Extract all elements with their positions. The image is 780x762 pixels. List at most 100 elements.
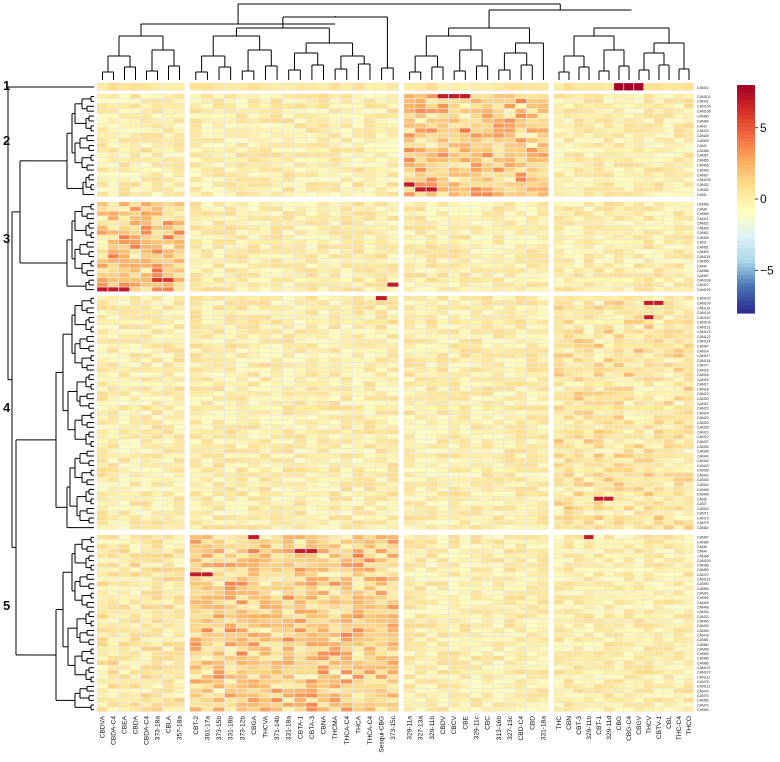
heatmap-cell (213, 128, 225, 133)
heatmap-cell (317, 324, 329, 330)
heatmap-cell (537, 377, 549, 382)
heatmap-cell (403, 314, 415, 320)
heatmap-cell (623, 133, 634, 138)
heatmap-cell (340, 220, 353, 226)
heatmap-cell (352, 486, 364, 492)
heatmap-cell (129, 108, 141, 114)
heatmap-cell (107, 220, 119, 226)
heatmap-cell (683, 201, 694, 207)
heatmap-cell (189, 220, 202, 226)
heatmap-cell (653, 225, 664, 231)
heatmap-cell (623, 467, 634, 473)
heatmap-cell (526, 187, 538, 192)
heatmap-cell (352, 211, 364, 216)
heatmap-cell (448, 211, 460, 216)
heatmap-cell (663, 300, 674, 306)
heatmap-cell (271, 82, 283, 91)
heatmap-cell (415, 467, 426, 473)
heatmap-cell (403, 429, 415, 435)
heatmap-cell (663, 377, 674, 382)
heatmap-cell (271, 434, 283, 439)
heatmap-cell (140, 353, 152, 358)
heatmap-cell (305, 133, 318, 138)
heatmap-cell (481, 482, 493, 487)
heatmap-cell (364, 268, 376, 273)
heatmap-cell (643, 334, 654, 339)
heatmap-cell (573, 367, 584, 373)
heatmap-cell (140, 463, 152, 468)
heatmap-cell (387, 244, 399, 249)
heatmap-cell (329, 216, 341, 221)
heatmap-cell (118, 162, 130, 168)
heatmap-cell (189, 182, 202, 187)
heatmap-cell (633, 295, 644, 301)
heatmap-cell (317, 377, 329, 382)
heatmap-cell (224, 496, 237, 501)
heatmap-cell (526, 82, 538, 91)
heatmap-cell (643, 277, 654, 283)
heatmap-cell (437, 201, 449, 207)
heatmap-cell (504, 216, 516, 221)
heatmap-cell (118, 319, 130, 325)
heatmap-cell (563, 443, 574, 449)
heatmap-cell (663, 177, 674, 182)
heatmap-cell (553, 230, 564, 235)
heatmap-cell (633, 147, 644, 153)
heatmap-cell (613, 191, 624, 197)
heatmap-cell (189, 201, 202, 207)
heatmap-cell (329, 314, 341, 320)
heatmap-cell (553, 367, 564, 373)
heatmap-cell (448, 314, 460, 320)
heatmap-cell (259, 458, 271, 463)
heatmap-cell (129, 216, 141, 221)
heatmap-cell (515, 244, 527, 249)
heatmap-cell (448, 123, 460, 128)
heatmap-cell (259, 343, 271, 349)
heatmap-cell (448, 400, 460, 406)
heatmap-cell (623, 244, 634, 249)
heatmap-cell (224, 415, 237, 420)
heatmap-cell (173, 491, 185, 497)
heatmap-cell (526, 343, 538, 349)
heatmap-cell (140, 305, 152, 310)
heatmap-cell (673, 162, 684, 168)
heatmap-cell (481, 216, 493, 221)
heatmap-cell (573, 230, 584, 235)
heatmap-cell (563, 467, 574, 473)
heatmap-cell (329, 472, 341, 478)
heatmap-cell (493, 239, 505, 245)
heatmap-cell (201, 287, 213, 292)
heatmap-cell (415, 249, 426, 254)
heatmap-cell (603, 220, 614, 226)
heatmap-cell (305, 486, 318, 492)
heatmap-cell (247, 396, 260, 401)
heatmap-cell (236, 172, 248, 178)
heatmap-cell (282, 310, 295, 315)
heatmap-cell (107, 167, 119, 173)
heatmap-cell (247, 142, 260, 148)
heatmap-cell (573, 268, 584, 273)
heatmap-cell (426, 128, 438, 133)
heatmap-cell (603, 235, 614, 240)
heatmap-cell (259, 108, 271, 114)
heatmap-cell (481, 391, 493, 396)
heatmap-cell (563, 477, 574, 482)
heatmap-cell (129, 420, 141, 425)
heatmap-cell (623, 396, 634, 401)
heatmap-cell (329, 263, 341, 268)
heatmap-cell (553, 381, 564, 387)
heatmap-cell (515, 353, 527, 358)
heatmap-cell (415, 220, 426, 226)
heatmap-cell (375, 220, 388, 226)
heatmap-cell (437, 429, 449, 435)
heatmap-cell (375, 439, 388, 444)
heatmap-cell (247, 225, 260, 231)
heatmap-cell (683, 329, 694, 334)
heatmap-cell (140, 133, 152, 138)
heatmap-cell (201, 305, 213, 310)
heatmap-cell (537, 282, 549, 287)
heatmap-cell (537, 244, 549, 249)
heatmap-cell (603, 167, 614, 173)
heatmap-cell (173, 244, 185, 249)
heatmap-cell (236, 357, 248, 363)
